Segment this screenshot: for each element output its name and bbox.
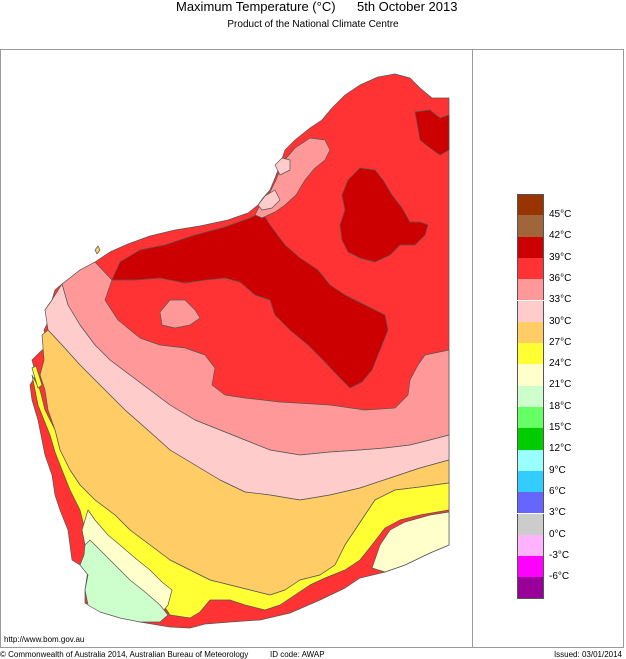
source-url[interactable]: http://www.bom.gov.au [4,635,85,644]
issued-date: Issued: 03/01/2014 [553,650,622,659]
legend-swatch-39-42 [517,236,544,258]
island-yellow [31,365,43,389]
id-code: ID code: AWAP [270,650,325,659]
legend-swatch-12-15 [517,428,544,450]
legend-label: 45°C [549,209,572,220]
zone-39-42-band [111,211,389,389]
legend-label: 42°C [549,230,572,242]
legend-label: 27°C [549,336,572,348]
legend-swatch-above-45 [517,194,544,216]
legend-label: 30°C [549,315,572,327]
map-frame [0,49,624,648]
map-title: Maximum Temperature (°C) [176,0,336,14]
legend-swatch-42-45 [517,215,544,237]
legend-swatch-minus6-minus3 [517,556,544,578]
legend-swatch-0-3 [517,513,544,535]
legend-label: -3°C [549,549,570,561]
map-subtitle: Product of the National Climate Centre [227,19,399,30]
legend-label: 39°C [549,251,572,263]
legend-label: 6°C [549,485,566,497]
legend-swatch-9-12 [517,449,544,471]
legend-label: 36°C [549,272,572,284]
legend-label: 0°C [549,528,566,540]
legend-swatch-below-minus6 [517,577,544,599]
legend-swatch-27-30 [517,321,544,344]
header: Maximum Temperature (°C) 5th October 201… [0,0,626,16]
zone-30-33-north-2 [274,157,291,176]
temperature-map [29,73,450,629]
legend-label: 33°C [549,294,572,306]
zone-33-36-inland [159,299,201,329]
zone-18-21 [79,539,169,623]
zone-30-33-north [257,189,281,211]
map-date: 5th October 2013 [357,0,458,14]
legend-label: 24°C [549,358,572,370]
zone-39-42-north [339,167,429,263]
copyright-text: © Commonwealth of Australia 2014, Austra… [0,650,249,659]
legend-swatch-21-24 [517,364,544,386]
legend-label: 18°C [549,400,572,412]
legend-label: 3°C [549,507,566,519]
legend-label: 21°C [549,379,572,391]
legend-label: 9°C [549,464,566,476]
legend-label: -6°C [549,571,570,583]
legend-label: 15°C [549,422,572,433]
legend-swatch-3-6 [517,492,544,514]
legend-swatch-18-21 [517,385,544,407]
legend-swatch-6-9 [517,470,544,493]
zone-21-24-se [371,511,450,573]
legend-swatch-15-18 [517,407,544,429]
legend-swatch-24-27 [517,343,544,365]
legend-divider [472,49,473,648]
legend-label: 12°C [549,443,572,455]
zone-39-42-northeast [414,109,450,156]
legend-swatch-minus3-0 [517,534,544,557]
legend-swatch-30-33 [517,300,544,322]
legend-swatch-33-36 [517,279,544,301]
legend-swatch-36-39 [517,257,544,280]
island-orange [94,245,101,255]
